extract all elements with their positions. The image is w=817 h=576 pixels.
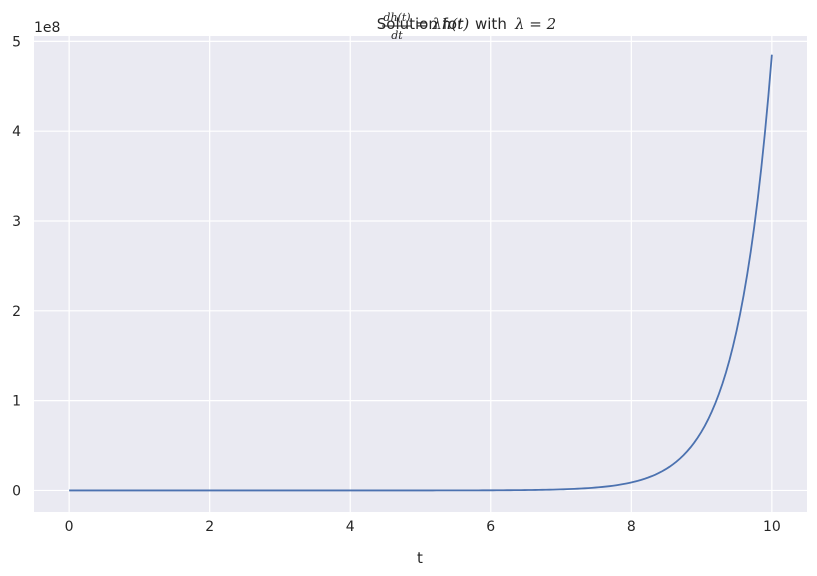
y-tick-label: 1: [12, 394, 21, 410]
chart-title: Solution for: [377, 15, 464, 33]
y-tick-label: 2: [12, 304, 21, 320]
x-axis-label: t: [417, 549, 423, 567]
x-tick-label: 0: [65, 519, 74, 535]
x-tick-label: 4: [346, 519, 355, 535]
x-tick-label: 6: [486, 519, 495, 535]
title-prefix: Solution for: [377, 15, 464, 33]
y-tick-label: 4: [12, 124, 21, 140]
x-tick-label: 8: [627, 519, 636, 535]
y-offset-label: 1e8: [34, 20, 60, 36]
y-tick-label: 0: [12, 483, 21, 499]
y-tick-label: 3: [12, 214, 21, 230]
x-tick-label: 2: [205, 519, 214, 535]
ticks: 0 2 4 6 8 10 0 1 2 3 4 5: [12, 34, 781, 535]
x-tick-label: 10: [763, 519, 781, 535]
title-math: dh(t) dt = λh(t) with λ = 2: [382, 11, 556, 42]
series-line: [69, 54, 773, 492]
series: [69, 54, 773, 492]
y-tick-label: 5: [12, 34, 21, 50]
title-with: with: [475, 15, 507, 33]
title-param: λ = 2: [514, 15, 556, 33]
title-fraction-denominator: dt: [391, 29, 403, 42]
title-fraction-numerator: dh(t): [383, 11, 410, 24]
plot-area: [34, 36, 807, 512]
title-equation: = λh(t): [415, 15, 469, 33]
